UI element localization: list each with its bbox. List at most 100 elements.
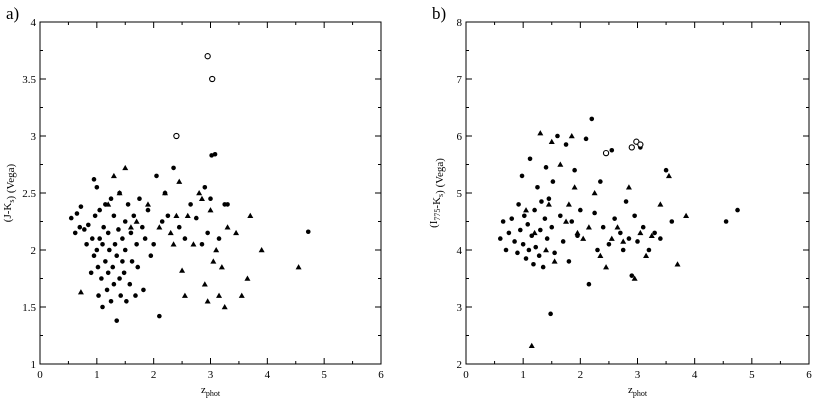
data-point-triangle [571,184,578,190]
plot-frame [39,21,382,365]
data-point-filled-circle [171,165,176,171]
data-point-triangle [181,292,188,298]
data-point-triangle [173,212,180,219]
data-point-triangle [224,224,231,230]
data-point-filled-circle [531,261,536,267]
data-point-triangle [201,281,208,287]
data-point-filled-circle [542,216,548,221]
data-point-triangle [258,247,265,253]
data-point-filled-circle [128,230,134,236]
plot-frame [465,21,810,365]
panel-label-b: b) [432,4,447,23]
data-point-filled-circle [498,236,503,241]
panel-label-a: a) [6,4,20,23]
data-point-filled-circle [97,207,102,213]
data-point-filled-circle [536,253,542,258]
x-tick-label: 3 [208,369,214,381]
data-point-filled-circle [526,247,532,253]
data-point-triangle [144,201,151,207]
data-point-filled-circle [519,173,525,179]
data-point-filled-circle [88,270,94,276]
data-point-triangle [585,224,592,230]
data-point-filled-circle [609,147,615,153]
data-point-filled-circle [94,185,100,190]
data-point-filled-circle [96,293,101,298]
data-point-filled-circle [129,259,135,264]
data-point-filled-circle [127,281,133,287]
data-point-filled-circle [91,253,97,258]
data-point-filled-circle [101,224,106,230]
data-point-filled-circle [598,179,603,184]
data-point-filled-circle [103,259,108,264]
data-point-triangle [122,164,129,171]
data-point-triangle [233,229,240,236]
x-tick-label: 1 [520,369,526,381]
data-point-triangle [657,201,664,207]
data-point-filled-circle [550,179,556,184]
y-tick-label: 5 [457,188,463,200]
data-point-filled-circle [116,227,121,232]
data-point-filled-circle [105,270,111,276]
data-point-filled-circle [199,242,205,247]
data-point-filled-circle [735,207,740,213]
data-point-triangle [683,212,690,219]
y-tick-label: 6 [457,131,463,143]
y-tick-label: 7 [457,74,463,86]
x-tick-label: 5 [749,369,755,381]
x-axis-title: zphot [201,384,221,398]
data-point-filled-circle [216,236,222,241]
data-point-triangle [247,212,254,219]
data-point-triangle [190,241,197,247]
x-tick-label: 0 [37,369,43,381]
data-point-filled-circle [669,219,675,224]
data-point-filled-circle [165,213,171,219]
x-tick-label: 2 [578,369,584,381]
data-point-filled-circle [635,239,640,244]
data-point-triangle [620,238,627,244]
data-point-triangle [591,190,598,196]
data-point-filled-circle [97,236,102,241]
y-tick-label: 3.5 [22,74,36,86]
data-point-filled-circle [176,224,182,230]
data-point-filled-circle [151,242,156,247]
data-point-filled-circle [652,230,657,236]
data-point-triangle [110,172,117,179]
data-point-triangle [665,172,672,179]
data-point-filled-circle [509,216,515,221]
data-point-triangle [545,201,552,207]
data-point-triangle [637,229,644,236]
data-point-filled-circle [111,213,117,219]
data-point-filled-circle [112,242,118,247]
data-point-filled-circle [208,196,213,201]
data-point-filled-circle [549,224,555,230]
data-point-filled-circle [124,299,129,304]
data-point-filled-circle [100,304,105,310]
data-point-filled-circle [125,202,131,207]
data-point-filled-circle [100,242,105,247]
data-point-filled-circle [92,213,98,219]
data-point-triangle [563,218,570,224]
data-point-triangle [221,304,228,310]
y-axis-title: (J-Ks) (Vega) [2,163,17,222]
data-point-filled-circle [632,213,637,219]
data-point-filled-circle [82,227,87,232]
data-point-triangle [244,275,251,281]
data-point-triangle [179,267,186,273]
data-point-triangle [648,232,655,238]
data-point-triangle [580,235,587,241]
data-point-filled-circle [723,219,729,224]
data-point-filled-circle [503,247,509,253]
data-point-triangle [218,264,225,270]
data-point-filled-circle [72,230,78,236]
data-point-triangle [176,178,183,184]
x-tick-label: 4 [265,369,271,381]
data-point-triangle [167,229,174,236]
data-point-filled-circle [91,177,97,182]
data-point-filled-circle [122,219,128,224]
data-point-filled-circle [555,133,560,139]
data-point-filled-circle [122,247,128,253]
data-point-filled-circle [84,242,89,247]
data-point-filled-circle [202,185,208,190]
data-point-triangle [631,275,638,281]
